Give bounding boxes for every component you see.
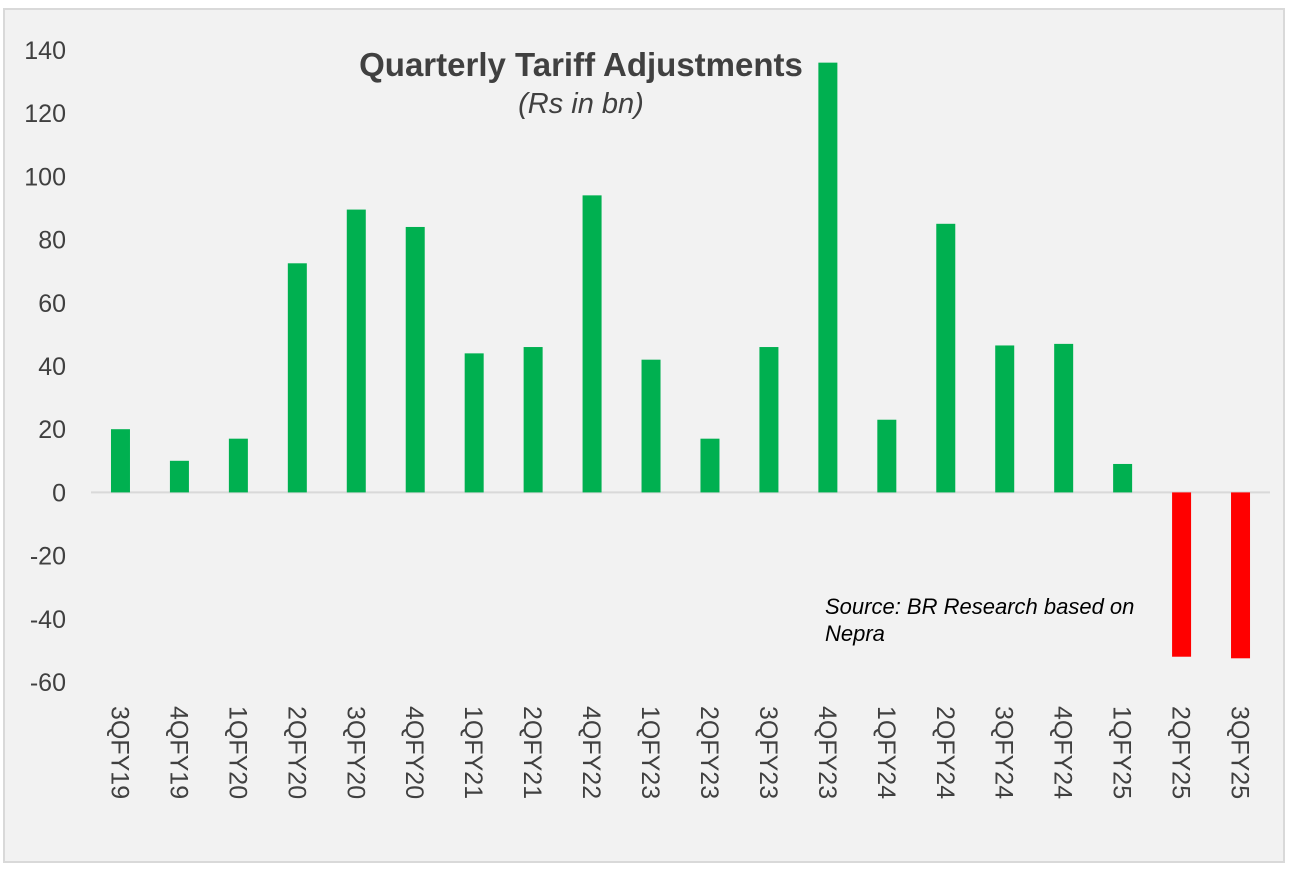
y-tick-label: 140: [24, 37, 66, 65]
bar-3QFY23: [759, 347, 779, 493]
y-tick-label: 0: [52, 479, 66, 507]
y-axis-ticks: 140 120 100 80 60 40 20 0 -20 -40 -60: [24, 37, 66, 697]
bar-2QFY24: [936, 223, 956, 493]
x-tick-label: 1QFY23: [636, 706, 664, 799]
bar-3QFY20: [346, 209, 366, 493]
y-tick-label: 100: [24, 163, 66, 191]
bar-4QFY23: [818, 62, 838, 493]
chart-subtitle: (Rs in bn): [518, 88, 644, 120]
x-tick-label: 1QFY21: [459, 706, 487, 799]
x-tick-label: 3QFY23: [754, 706, 782, 799]
bar-1QFY23: [641, 359, 661, 493]
x-tick-label: 4QFY23: [813, 706, 841, 799]
x-tick-label: 2QFY25: [1167, 706, 1195, 799]
bar-1QFY24: [877, 419, 897, 493]
x-tick-label: 2QFY21: [518, 706, 546, 799]
y-tick-label: 80: [38, 227, 66, 255]
y-tick-label: -60: [30, 669, 66, 697]
bar-2QFY21: [523, 347, 543, 493]
x-axis-ticks: 3QFY19 4QFY19 1QFY20 2QFY20 3QFY20 4QFY20 1QFY…: [105, 706, 1253, 799]
y-tick-label: 120: [24, 100, 66, 128]
x-tick-label: 4QFY22: [577, 706, 605, 799]
x-tick-label: 1QFY25: [1108, 706, 1136, 799]
chart-title: Quarterly Tariff Adjustments: [359, 46, 803, 83]
bars: [110, 62, 1251, 659]
bar-2QFY23: [700, 438, 720, 493]
bar-1QFY21: [464, 353, 484, 493]
x-tick-label: 3QFY20: [341, 706, 369, 799]
x-tick-label: 3QFY25: [1226, 706, 1254, 799]
bar-4QFY20: [405, 226, 425, 493]
x-tick-label: 4QFY19: [164, 706, 192, 799]
bar-1QFY20: [228, 438, 248, 493]
y-tick-label: 20: [38, 416, 66, 444]
y-tick-label: -40: [30, 606, 66, 634]
source-note-line: Nepra: [825, 621, 885, 646]
y-tick-label: -20: [30, 543, 66, 571]
x-tick-label: 1QFY24: [872, 706, 900, 799]
x-tick-label: 4QFY20: [400, 706, 428, 799]
bar-4QFY22: [582, 195, 602, 493]
y-tick-label: 60: [38, 290, 66, 318]
bar-2QFY20: [287, 263, 307, 493]
x-tick-label: 2QFY23: [695, 706, 723, 799]
x-tick-label: 2QFY24: [931, 706, 959, 799]
bar-3QFY19: [110, 429, 130, 493]
x-tick-label: 3QFY19: [105, 706, 133, 799]
bar-1QFY25: [1113, 463, 1133, 493]
source-note-line: Source: BR Research based on: [825, 594, 1134, 619]
x-tick-label: 4QFY24: [1049, 706, 1077, 799]
bar-2QFY25: [1172, 492, 1192, 657]
bar-3QFY25: [1231, 492, 1251, 659]
y-tick-label: 40: [38, 353, 66, 381]
x-tick-label: 2QFY20: [282, 706, 310, 799]
bar-4QFY19: [169, 460, 189, 493]
x-tick-label: 3QFY24: [990, 706, 1018, 799]
bar-4QFY24: [1054, 343, 1074, 493]
x-tick-label: 1QFY20: [223, 706, 251, 799]
bar-3QFY24: [995, 345, 1015, 493]
